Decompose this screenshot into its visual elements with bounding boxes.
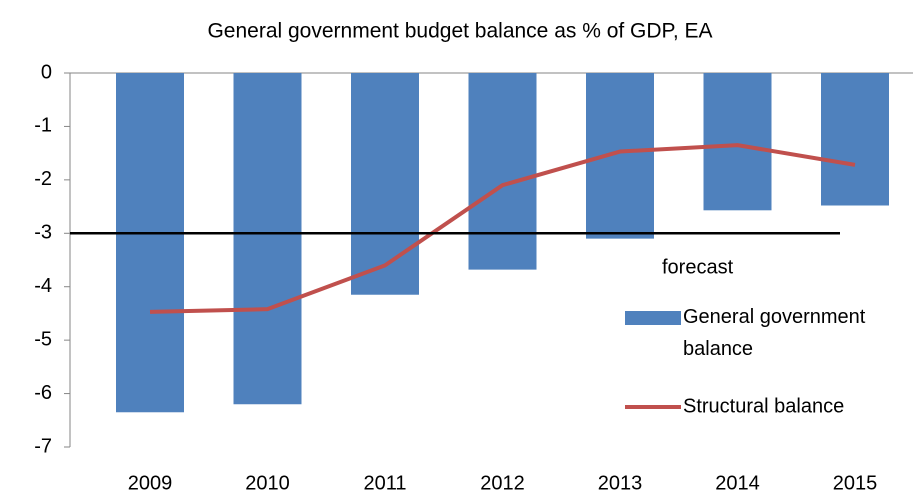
bar [116, 73, 184, 413]
legend-label: General government balance [683, 306, 866, 360]
y-tick-label: -2 [34, 168, 52, 190]
x-tick-label: 2010 [245, 472, 290, 494]
y-tick-label: -5 [34, 328, 52, 350]
y-tick-label: -4 [34, 275, 52, 297]
bar [351, 73, 419, 295]
bar [586, 73, 654, 239]
y-tick-label: 0 [41, 61, 52, 83]
y-tick-label: -7 [34, 435, 52, 457]
bar [821, 73, 889, 206]
x-tick-label: 2014 [715, 472, 760, 494]
y-tick-label: -1 [34, 115, 52, 137]
x-tick-label: 2013 [598, 472, 643, 494]
x-tick-label: 2015 [833, 472, 878, 494]
x-tick-label: 2011 [363, 472, 406, 494]
y-tick-label: -6 [34, 382, 52, 404]
bar [233, 73, 302, 405]
x-tick-label: 2009 [128, 472, 173, 494]
bar [703, 73, 772, 211]
y-tick-label: -3 [34, 222, 52, 244]
x-tick-label: 2012 [480, 472, 525, 494]
bar [468, 73, 537, 270]
legend-label: Structural balance [683, 395, 844, 417]
line [149, 143, 856, 314]
legend-swatch [625, 311, 681, 325]
chart-title: General government budget balance as % o… [207, 20, 712, 43]
annotation: forecast [662, 256, 734, 278]
